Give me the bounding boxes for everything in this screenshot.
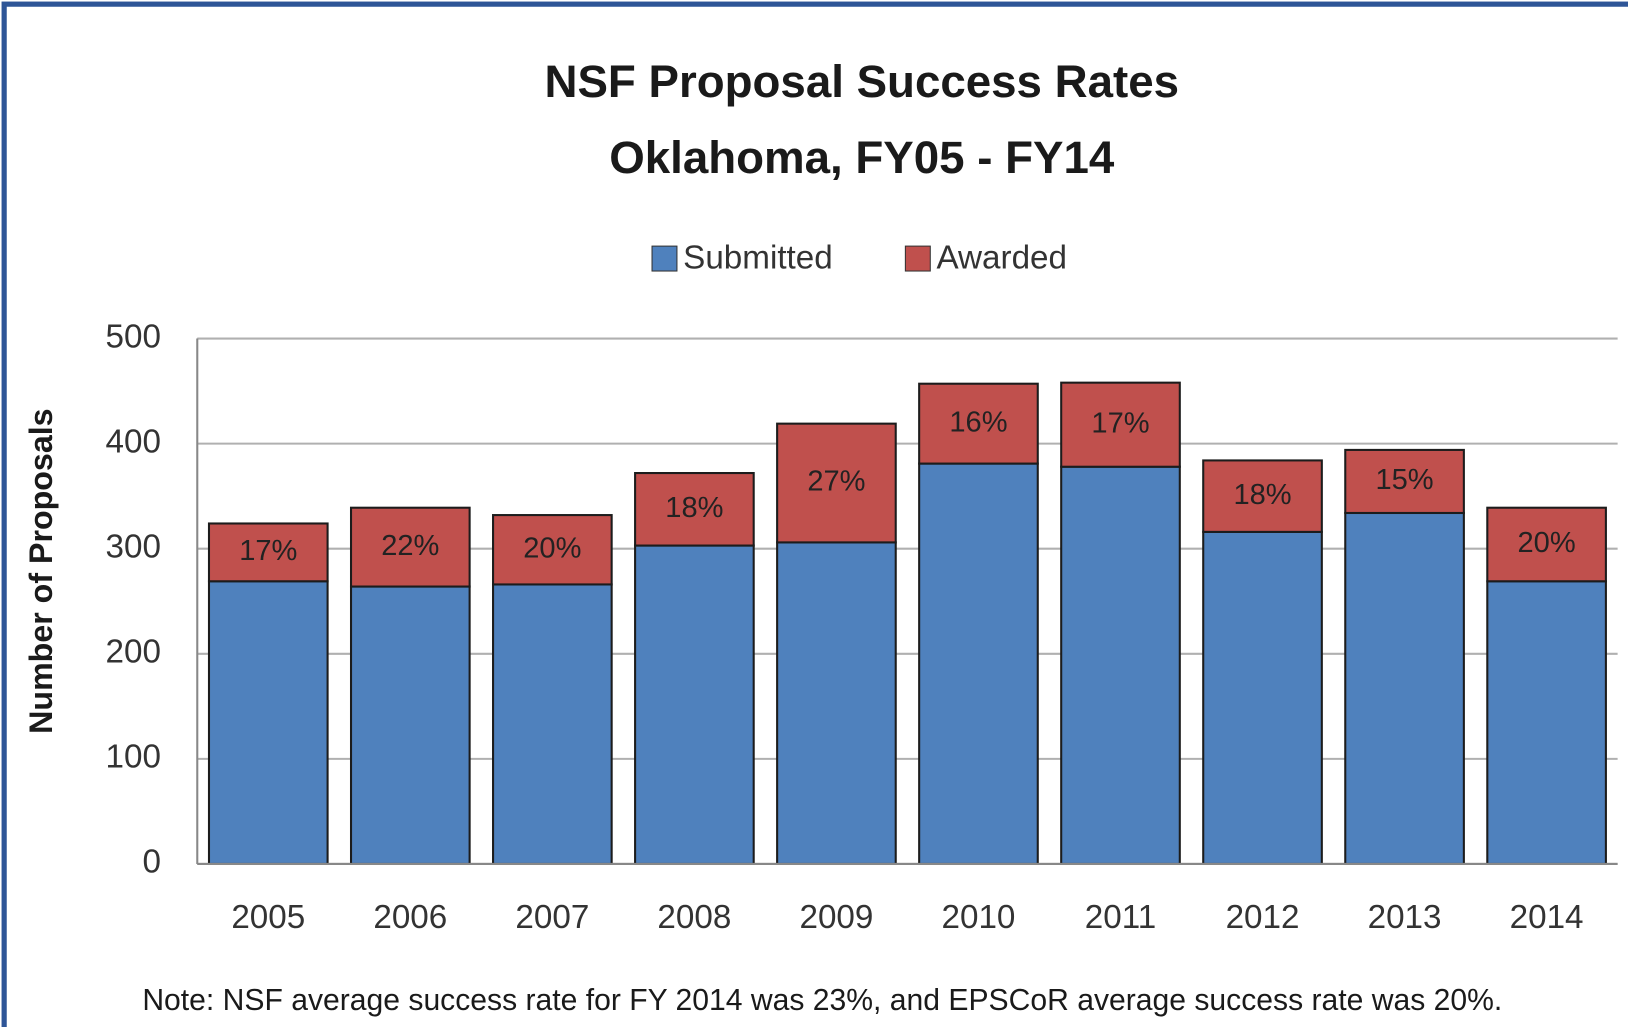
x-tick-label: 2011 xyxy=(1085,899,1156,936)
segment-label: 20% xyxy=(523,532,581,564)
x-tick-label: 2005 xyxy=(231,899,305,936)
segment-label: 15% xyxy=(1375,464,1433,496)
bar-segment xyxy=(634,544,755,866)
y-tick-label: 300 xyxy=(105,528,160,565)
y-tick-label: 0 xyxy=(142,844,160,881)
bar-segment xyxy=(1202,530,1323,866)
x-tick-label: 2013 xyxy=(1368,899,1442,936)
x-tick-label: 2010 xyxy=(942,899,1016,936)
y-tick-label: 500 xyxy=(105,318,160,355)
legend-swatch xyxy=(904,245,931,272)
x-tick-label: 2006 xyxy=(373,899,447,936)
x-tick-label: 2007 xyxy=(515,899,589,936)
bar-segment xyxy=(1344,511,1465,866)
legend-swatch xyxy=(651,245,678,272)
bar-segment xyxy=(492,583,613,866)
y-tick-label: 100 xyxy=(105,739,160,776)
segment-label: 27% xyxy=(807,466,865,498)
x-tick-label: 2008 xyxy=(657,899,731,936)
x-tick-label: 2014 xyxy=(1510,899,1584,936)
bar-segment xyxy=(634,472,755,547)
legend-label: Submitted xyxy=(683,239,833,276)
bar-segment xyxy=(349,506,471,588)
bar-segment xyxy=(1486,580,1607,866)
segment-label: 18% xyxy=(1233,479,1291,511)
y-tick-label: 200 xyxy=(105,634,160,671)
y-tick-label: 400 xyxy=(105,423,160,460)
segment-label: 17% xyxy=(1091,407,1149,439)
bar-segment xyxy=(1344,448,1465,515)
chart-subtitle: Oklahoma, FY05 - FY14 xyxy=(609,132,1115,183)
x-tick-label: 2012 xyxy=(1226,899,1300,936)
bar-segment xyxy=(492,514,613,586)
legend-label: Awarded xyxy=(937,239,1068,276)
segment-label: 22% xyxy=(381,530,439,562)
chart-title: NSF Proposal Success Rates xyxy=(544,56,1179,107)
bar-segment xyxy=(349,585,471,866)
x-tick-label: 2009 xyxy=(799,899,873,936)
y-axis-label: Number of Proposals xyxy=(23,408,59,733)
segment-label: 16% xyxy=(949,406,1007,438)
bar-segment xyxy=(918,382,1039,465)
bar-segment xyxy=(207,580,329,866)
bar-segment xyxy=(776,422,897,544)
bar-segment xyxy=(918,462,1039,866)
bar-segment xyxy=(776,541,897,866)
bar-segment xyxy=(207,522,329,583)
segment-label: 18% xyxy=(665,492,723,524)
segment-label: 20% xyxy=(1518,527,1576,559)
note: Note: NSF average success rate for FY 20… xyxy=(142,984,1502,1017)
bar-segment xyxy=(1060,465,1181,866)
segment-label: 17% xyxy=(239,535,297,567)
bar-segment xyxy=(1202,459,1323,533)
bar-segment xyxy=(1060,381,1181,468)
bar-segment xyxy=(1486,506,1607,583)
